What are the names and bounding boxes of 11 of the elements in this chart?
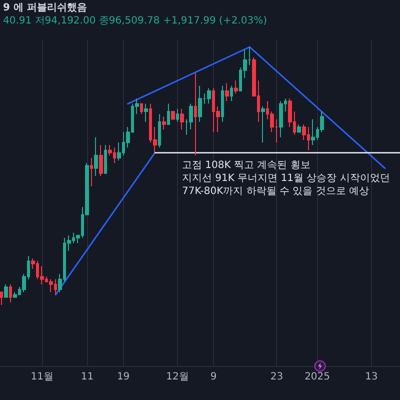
- x-tick-label: 2025: [304, 372, 330, 382]
- chart-title: 9 에 퍼블리쉬했음: [3, 2, 87, 14]
- x-tick-label: 19: [116, 372, 130, 382]
- x-tick-label: 23: [270, 372, 284, 382]
- x-tick-label: 12월: [166, 372, 189, 382]
- x-tick-label: 11: [80, 372, 94, 382]
- chart-subtitle: 40.91 저94,192.00 종96,509.78 +1,917.99 (+2.03%): [3, 16, 268, 26]
- x-tick-label: 13: [365, 372, 378, 382]
- annotation: 고점 108K 찍고 계속된 횡보 지지선 91K 무너지면 11월 상승장 시작이었던 77K-80K까지 하락될 수 있을 것으로 예상: [182, 160, 390, 197]
- x-tick-label: 11월: [30, 372, 54, 382]
- x-tick-label: 9: [210, 372, 217, 382]
